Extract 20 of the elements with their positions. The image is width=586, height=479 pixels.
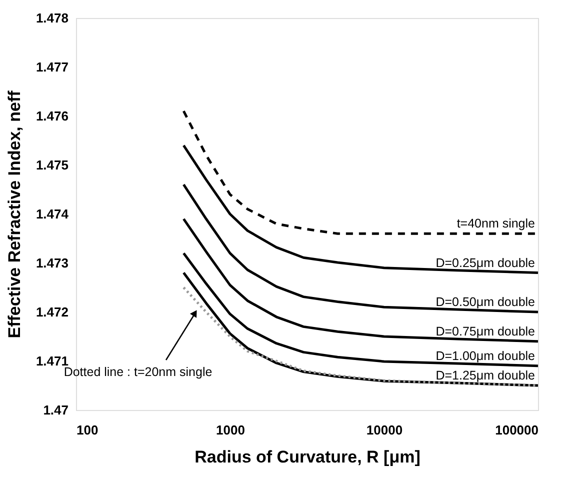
y-axis-title: Effective Refractive Index, neff bbox=[4, 90, 24, 338]
y-tick-label: 1.474 bbox=[36, 206, 70, 222]
x-tick-label: 1000 bbox=[216, 422, 245, 438]
y-tick-label: 1.476 bbox=[36, 108, 68, 124]
series-label: D=1.00μm double bbox=[436, 348, 536, 363]
series-label: t=40nm single bbox=[456, 216, 536, 231]
y-tick-label: 1.475 bbox=[36, 158, 68, 172]
y-tick-label: 1.478 bbox=[36, 10, 68, 26]
y-tick-label: 1.473 bbox=[36, 256, 68, 270]
x-tick-label: 100000 bbox=[495, 422, 538, 438]
series-label: D=0.75μm double bbox=[436, 324, 536, 338]
series-label: D=0.25μm double bbox=[436, 256, 536, 270]
x-axis-title: Radius of Curvature, R [μm] bbox=[194, 448, 420, 466]
series-label: D=0.50μm double bbox=[436, 295, 536, 309]
x-tick-label: 100 bbox=[76, 422, 98, 438]
y-tick-label: 1.472 bbox=[36, 304, 68, 320]
x-tick-label: 10000 bbox=[366, 422, 403, 438]
series-label: D=1.25μm double bbox=[436, 368, 536, 382]
y-tick-label: 1.477 bbox=[36, 60, 68, 74]
y-tick-label: 1.47 bbox=[43, 402, 68, 418]
